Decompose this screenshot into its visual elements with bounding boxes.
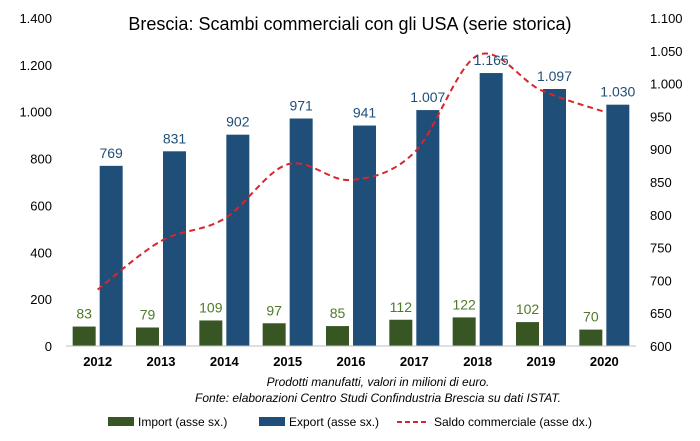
import-data-label: 112	[390, 299, 413, 315]
left-y-axis: 0 200 400 600 800 1.000 1.200 1.400	[19, 11, 52, 354]
legend-import-swatch	[108, 417, 134, 426]
export-bar	[543, 88, 566, 346]
export-data-label: 1.165	[474, 52, 509, 68]
left-axis-tick-label: 200	[30, 292, 52, 307]
left-axis-tick-label: 1.000	[19, 105, 52, 120]
export-data-label: 1.030	[600, 84, 635, 100]
left-axis-tick-label: 600	[30, 198, 52, 213]
right-axis-tick-label: 1.050	[650, 44, 683, 59]
right-axis-tick-label: 800	[650, 208, 672, 223]
export-bar	[163, 151, 186, 346]
right-axis-tick-label: 950	[650, 109, 672, 124]
bar-data-labels: 83 769 79 831 109 902 97 971 85 941 112 1.007 122 1.1…	[76, 52, 635, 325]
legend-saldo-label: Saldo commerciale (asse dx.)	[434, 415, 592, 429]
x-axis-tick-label: 2018	[463, 354, 492, 369]
import-data-label: 97	[266, 302, 282, 318]
export-bar	[479, 73, 503, 347]
import-data-label: 79	[140, 306, 156, 322]
export-bar	[99, 165, 123, 346]
note-units: Prodotti manufatti, valori in milioni di…	[267, 375, 490, 389]
import-bar	[262, 323, 286, 346]
import-data-label: 70	[583, 309, 599, 325]
import-bar	[452, 317, 476, 346]
right-axis-tick-label: 700	[650, 273, 672, 288]
right-y-axis: 600 650 700 750 800 850 900 950 1.000 1.050 1.100	[650, 11, 683, 354]
import-bar	[389, 319, 413, 346]
import-data-label: 83	[76, 306, 92, 322]
right-axis-tick-label: 600	[650, 339, 672, 354]
x-axis-tick-label: 2020	[590, 354, 619, 369]
export-bar	[226, 134, 250, 346]
import-bar	[136, 327, 159, 346]
import-data-label: 109	[199, 299, 223, 315]
legend: Import (asse sx.) Export (asse sx.) Sald…	[108, 415, 592, 429]
import-bar	[579, 329, 603, 346]
import-bar	[326, 326, 349, 346]
export-data-label: 831	[163, 130, 187, 146]
export-data-label: 971	[289, 98, 313, 114]
import-bar	[199, 320, 223, 346]
export-data-label: 941	[353, 105, 377, 121]
note-source: Fonte: elaborazioni Centro Studi Confind…	[195, 391, 561, 405]
bar-series	[72, 73, 630, 347]
right-axis-tick-label: 1.100	[650, 11, 683, 26]
right-axis-tick-label: 1.000	[650, 77, 683, 92]
right-axis-tick-label: 750	[650, 241, 672, 256]
legend-import-label: Import (asse sx.)	[138, 415, 227, 429]
export-bar	[289, 118, 313, 346]
export-bar	[353, 125, 376, 346]
export-data-label: 1.007	[410, 89, 445, 105]
line-series	[97, 52, 605, 291]
left-axis-tick-label: 0	[45, 339, 52, 354]
legend-export-swatch	[259, 417, 285, 426]
chart-title: Brescia: Scambi commerciali con gli USA …	[128, 14, 571, 34]
legend-export-label: Export (asse sx.)	[289, 415, 379, 429]
x-axis-tick-label: 2016	[337, 354, 366, 369]
export-bar	[606, 104, 630, 346]
import-data-label: 102	[516, 301, 540, 317]
x-axis: 2012 2013 2014 2015 2016 2017 2018 2019 2020	[66, 345, 636, 369]
x-axis-tick-label: 2013	[147, 354, 176, 369]
x-axis-tick-label: 2015	[273, 354, 302, 369]
right-axis-tick-label: 650	[650, 306, 672, 321]
x-axis-tick-label: 2019	[527, 354, 556, 369]
left-axis-tick-label: 800	[30, 152, 52, 167]
export-data-label: 1.097	[537, 68, 572, 84]
import-data-label: 122	[452, 296, 476, 312]
x-axis-tick-label: 2012	[83, 354, 112, 369]
left-axis-tick-label: 1.400	[19, 11, 52, 26]
x-axis-tick-label: 2017	[400, 354, 429, 369]
export-data-label: 902	[226, 114, 250, 130]
x-axis-tick-label: 2014	[210, 354, 240, 369]
import-bar	[516, 322, 539, 346]
saldo-line	[97, 52, 605, 291]
import-bar	[72, 326, 96, 346]
right-axis-tick-label: 850	[650, 175, 672, 190]
right-axis-tick-label: 900	[650, 142, 672, 157]
import-data-label: 85	[330, 305, 346, 321]
left-axis-tick-label: 400	[30, 245, 52, 260]
export-bar	[416, 110, 440, 347]
export-data-label: 769	[99, 145, 123, 161]
left-axis-tick-label: 1.200	[19, 58, 52, 73]
